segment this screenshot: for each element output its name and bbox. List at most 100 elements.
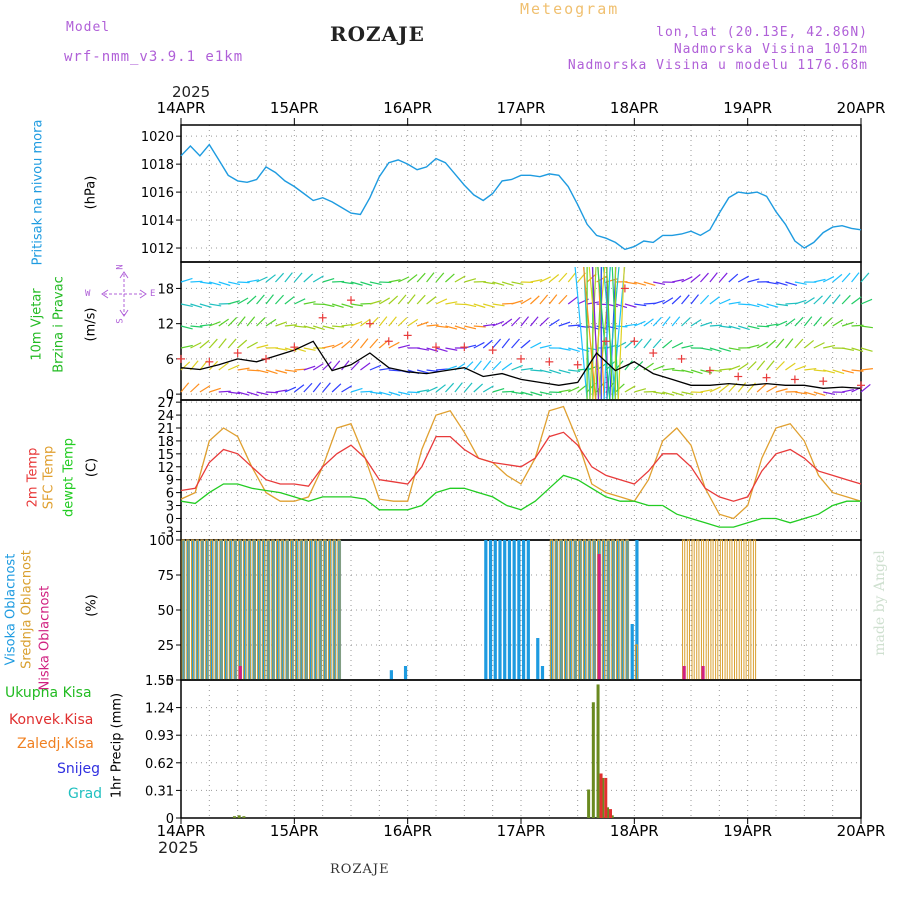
wind-arrow — [416, 294, 426, 305]
wind-arrow — [728, 365, 741, 371]
wind-arrow — [445, 347, 458, 351]
wind-arrow — [360, 390, 373, 393]
wind-arrow — [728, 347, 741, 351]
wind-arrow — [303, 325, 316, 330]
cloud-high-bar — [224, 540, 228, 680]
wind-arrow — [520, 316, 529, 327]
wind-arrow — [841, 321, 854, 327]
wind-arrow — [426, 296, 437, 305]
cloud-high-bar — [484, 540, 488, 680]
cloud-high-bar — [186, 540, 190, 680]
model-altitude: Nadmorska Visina u modelu 1176.68m — [567, 58, 868, 73]
wind-arrow — [482, 339, 493, 349]
wind-arrow — [690, 369, 703, 375]
wind-arrow — [426, 369, 439, 373]
wind-arrow — [350, 338, 360, 349]
wind-arrow — [530, 391, 543, 397]
wind-arrow — [454, 382, 463, 393]
wind-arrow — [322, 277, 335, 283]
cloud-high-bar — [503, 540, 507, 680]
wind-arrow — [331, 341, 344, 349]
footer-station: ROZAJE — [330, 862, 390, 877]
wind-arrow — [841, 347, 854, 351]
wind-arrow — [511, 299, 524, 305]
wind-arrow — [492, 320, 504, 327]
precip-conv-bar — [604, 777, 608, 818]
wind-arrow — [803, 316, 813, 327]
wind-arrow — [775, 361, 785, 371]
wind-arrow — [218, 318, 229, 327]
wind-arrow — [237, 367, 250, 371]
wind-arrow — [785, 318, 796, 327]
cloud-high-bar — [304, 540, 308, 680]
wind-arrow — [199, 303, 212, 308]
wind-arrow — [180, 303, 193, 308]
cloud-mid-bar — [743, 539, 747, 681]
y-tick-label: 1.24 — [145, 702, 174, 717]
wind-arrow — [530, 279, 543, 283]
wind-arrow — [209, 387, 221, 393]
wind-arrow — [568, 324, 581, 327]
wind-arrow — [612, 266, 626, 401]
cloud-high-bar — [616, 540, 620, 680]
altitude: Nadmorska Visina 1012m — [673, 42, 868, 57]
wind-arrow — [813, 278, 826, 283]
wind-arrow — [454, 275, 466, 283]
wind-arrow — [388, 316, 397, 327]
wind-arrow — [794, 299, 807, 305]
cloud-high-bar — [309, 540, 313, 680]
wind-arrow — [653, 299, 665, 305]
wind-arrow — [199, 281, 212, 285]
wind-arrow — [567, 272, 577, 283]
wind-arrow — [813, 342, 825, 349]
wind-arrow — [350, 360, 360, 371]
model-name: wrf-nmm_v3.9.1 e1km — [64, 49, 244, 65]
y-tick-label: 25 — [157, 639, 174, 654]
wind-arrow — [653, 281, 666, 285]
wind-arrow — [293, 272, 303, 283]
compass-east: E — [150, 289, 156, 299]
wind-arrow — [624, 281, 637, 285]
cloud-mid-bar — [752, 539, 757, 681]
cloud-high-bar — [602, 540, 606, 680]
y-tick-label: 24 — [157, 409, 174, 424]
wind-arrow — [265, 274, 276, 283]
wind-arrow — [303, 365, 316, 371]
y-tick-label: 0 — [166, 674, 174, 689]
wind-arrow — [574, 266, 588, 401]
cloud-high-bar — [588, 540, 592, 680]
wind-arrow — [690, 294, 699, 305]
wind-arrow — [520, 367, 533, 371]
station-title: ROZAJE — [330, 22, 425, 46]
wind-arrow — [747, 325, 760, 330]
wind-arrow — [256, 344, 269, 349]
wind-arrow — [397, 317, 408, 327]
wind-arrow — [388, 279, 401, 283]
cloud-high-bar — [267, 540, 271, 680]
wind-arrow — [756, 303, 769, 309]
precip-total-bar — [596, 684, 600, 818]
year-bottom: 2025 — [158, 838, 199, 857]
wind-arrow — [700, 347, 713, 351]
wind-arrow — [643, 281, 656, 287]
wind-arrow — [483, 303, 495, 308]
wind-arrow — [681, 369, 694, 374]
wind-arrow — [265, 369, 278, 375]
wind-arrow — [322, 361, 332, 371]
wind-arrow — [813, 391, 826, 397]
wind-arrow — [709, 324, 722, 327]
wind-arrow — [606, 266, 620, 401]
cloud-low-bar — [701, 666, 705, 680]
wind-arrow — [275, 347, 288, 351]
cloud-high-bar — [238, 540, 242, 680]
wind-arrow — [228, 391, 241, 395]
wind-arrow — [331, 360, 341, 371]
wind-arrow — [718, 272, 728, 283]
wind-arrow — [539, 344, 552, 349]
wind-arrow — [539, 294, 549, 305]
wind-arrow — [511, 316, 521, 327]
panel-frame — [180, 679, 862, 819]
wind-arrow — [350, 320, 363, 327]
wind-arrow — [482, 385, 494, 393]
